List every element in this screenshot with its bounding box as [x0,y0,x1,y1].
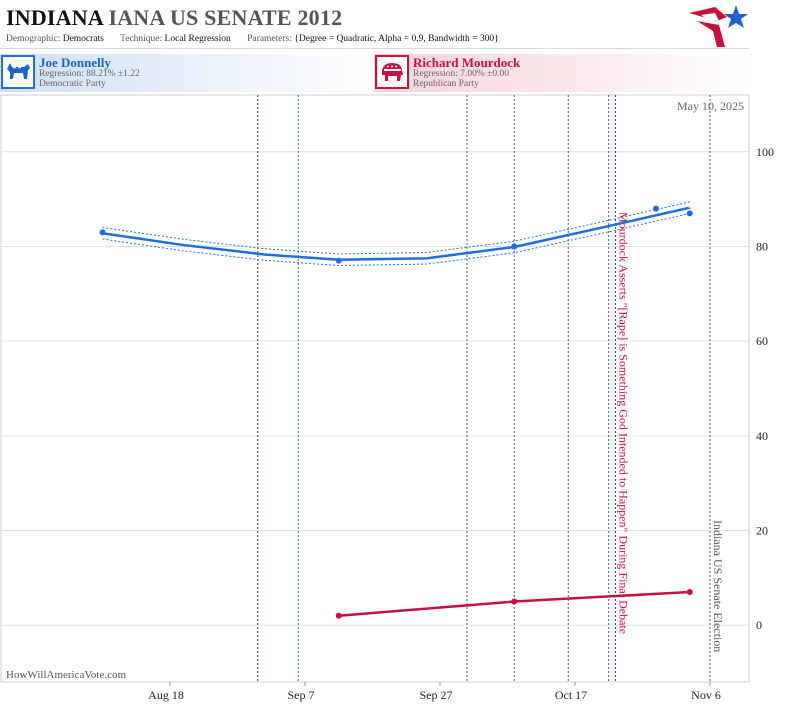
candidate-card-rep[interactable]: Richard Mourdock Regression: 7.00% ±0.00… [374,54,749,92]
axes: 0 20 40 60 80 100 Aug 18 Sep 7 Sep 27 Oct 17 Nov 6 [148,145,774,702]
date-label: May 10, 2025 [677,99,744,113]
header: INDIANA IANA US SENATE 2012 Demographic:… [0,0,749,49]
poll-point[interactable] [335,257,342,264]
series-group [335,589,693,619]
y-tick-label: 100 [756,145,774,159]
gridlines [1,151,749,626]
x-tick-label: Sep 7 [288,688,315,702]
technique-value: Local Regression [164,34,231,44]
y-tick-label: 0 [756,618,762,632]
elephant-icon [375,55,409,89]
confidence-band-upper [102,201,690,255]
donkey-icon [1,55,35,89]
rep-regression: Regression: 7.00% ±0.00 [413,69,509,79]
rep-party: Republican Party [413,79,479,89]
demographic-value: Democrats [62,34,104,44]
candidate-card-dem[interactable]: Joe Donnelly Regression: 88.21% ±1.22 De… [0,54,374,92]
poll-point[interactable] [511,598,518,605]
x-tick-label: Aug 18 [148,688,184,702]
y-tick-label: 40 [756,429,768,443]
event-label: Indiana US Senate Election [711,520,725,652]
dem-candidate-name: Joe Donnelly [39,55,111,70]
dem-party: Democratic Party [39,79,106,89]
parameters-line: Demographic: Democrats Technique: Local … [6,34,513,44]
event-label: Mourdock Asserts "[Rape] is Something Go… [617,212,631,634]
y-tick-label: 80 [756,239,768,253]
page-title: INDIANA IANA US SENATE 2012 [6,5,342,31]
poll-chart: Mourdock Asserts "[Rape] is Something Go… [0,94,774,702]
x-tick-label: Nov 6 [691,688,721,702]
site-logo-icon[interactable] [687,3,749,49]
technique-label: Technique: [120,34,163,44]
poll-point[interactable] [99,229,106,236]
title-race: IANA US SENATE 2012 [108,5,343,30]
event-markers: Mourdock Asserts "[Rape] is Something Go… [257,95,725,682]
poll-point[interactable] [511,243,518,250]
poll-point[interactable] [653,205,659,212]
x-tick-label: Oct 17 [555,688,587,702]
parameters-label: Parameters: [247,34,292,44]
title-state: INDIANA [6,5,103,30]
series [99,201,693,619]
dem-regression: Regression: 88.21% ±1.22 [39,69,140,79]
poll-point[interactable] [686,589,693,596]
series-group [99,201,693,267]
watermark[interactable]: HowWillAmericaVote.com [6,669,126,681]
poll-point[interactable] [686,210,693,217]
demographic-label: Demographic: [6,34,61,44]
y-tick-label: 20 [756,524,768,538]
parameters-value: {Degree = Quadratic, Alpha = 0.9, Bandwi… [294,34,499,44]
poll-point[interactable] [335,612,342,619]
x-tick-label: Sep 27 [420,688,453,702]
y-tick-label: 60 [756,334,768,348]
rep-candidate-name: Richard Mourdock [413,55,521,70]
trend-line [102,206,691,261]
confidence-band-lower [102,212,690,267]
plot-area [0,94,750,683]
